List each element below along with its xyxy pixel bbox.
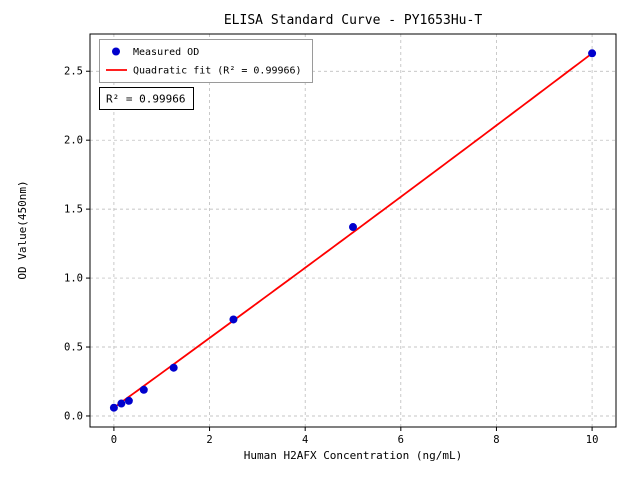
x-tick-label: 0 xyxy=(111,434,117,446)
y-tick-label: 0.5 xyxy=(64,342,83,354)
axis-ticks: 0 2 4 6 8 10 0.0 0.5 1.0 1.5 2.0 2.5 xyxy=(64,66,598,446)
y-tick-label: 1.0 xyxy=(64,273,83,285)
data-point xyxy=(588,49,597,58)
quadratic-fit-line xyxy=(113,52,593,409)
data-point xyxy=(169,363,178,372)
x-tick-label: 8 xyxy=(493,434,499,446)
legend-box xyxy=(99,39,313,83)
x-axis-label: Human H2AFX Concentration (ng/mL) xyxy=(244,449,463,462)
data-point xyxy=(109,403,118,412)
legend-label-quadratic-fit: Quadratic fit (R² = 0.99966) xyxy=(133,66,302,77)
data-point xyxy=(139,385,148,394)
y-tick-label: 2.0 xyxy=(64,135,83,147)
grid-lines xyxy=(90,34,616,427)
y-axis-label: OD Value(450nm) xyxy=(16,180,29,279)
chart-title: ELISA Standard Curve - PY1653Hu-T xyxy=(224,13,482,28)
plot-series xyxy=(109,49,597,412)
data-point xyxy=(117,399,126,408)
data-point xyxy=(124,396,133,405)
legend-marker-dot xyxy=(112,47,120,56)
plot-border xyxy=(89,33,617,428)
data-point xyxy=(349,223,357,232)
x-tick-label: 10 xyxy=(586,434,599,446)
y-tick-label: 2.5 xyxy=(64,66,83,78)
y-tick-label: 1.5 xyxy=(64,204,83,216)
x-tick-label: 6 xyxy=(398,434,404,446)
y-tick-label: 0.0 xyxy=(64,410,83,422)
r-squared-annotation: R² = 0.99966 xyxy=(99,87,194,110)
x-tick-label: 2 xyxy=(206,434,212,446)
annotation-box xyxy=(99,87,194,110)
legend: Measured OD Quadratic fit (R² = 0.99966) xyxy=(99,39,313,83)
x-tick-label: 4 xyxy=(302,434,308,446)
annotation-text: R² = 0.99966 xyxy=(106,93,185,106)
data-point xyxy=(229,315,238,324)
legend-label-measured-od: Measured OD xyxy=(133,47,199,58)
